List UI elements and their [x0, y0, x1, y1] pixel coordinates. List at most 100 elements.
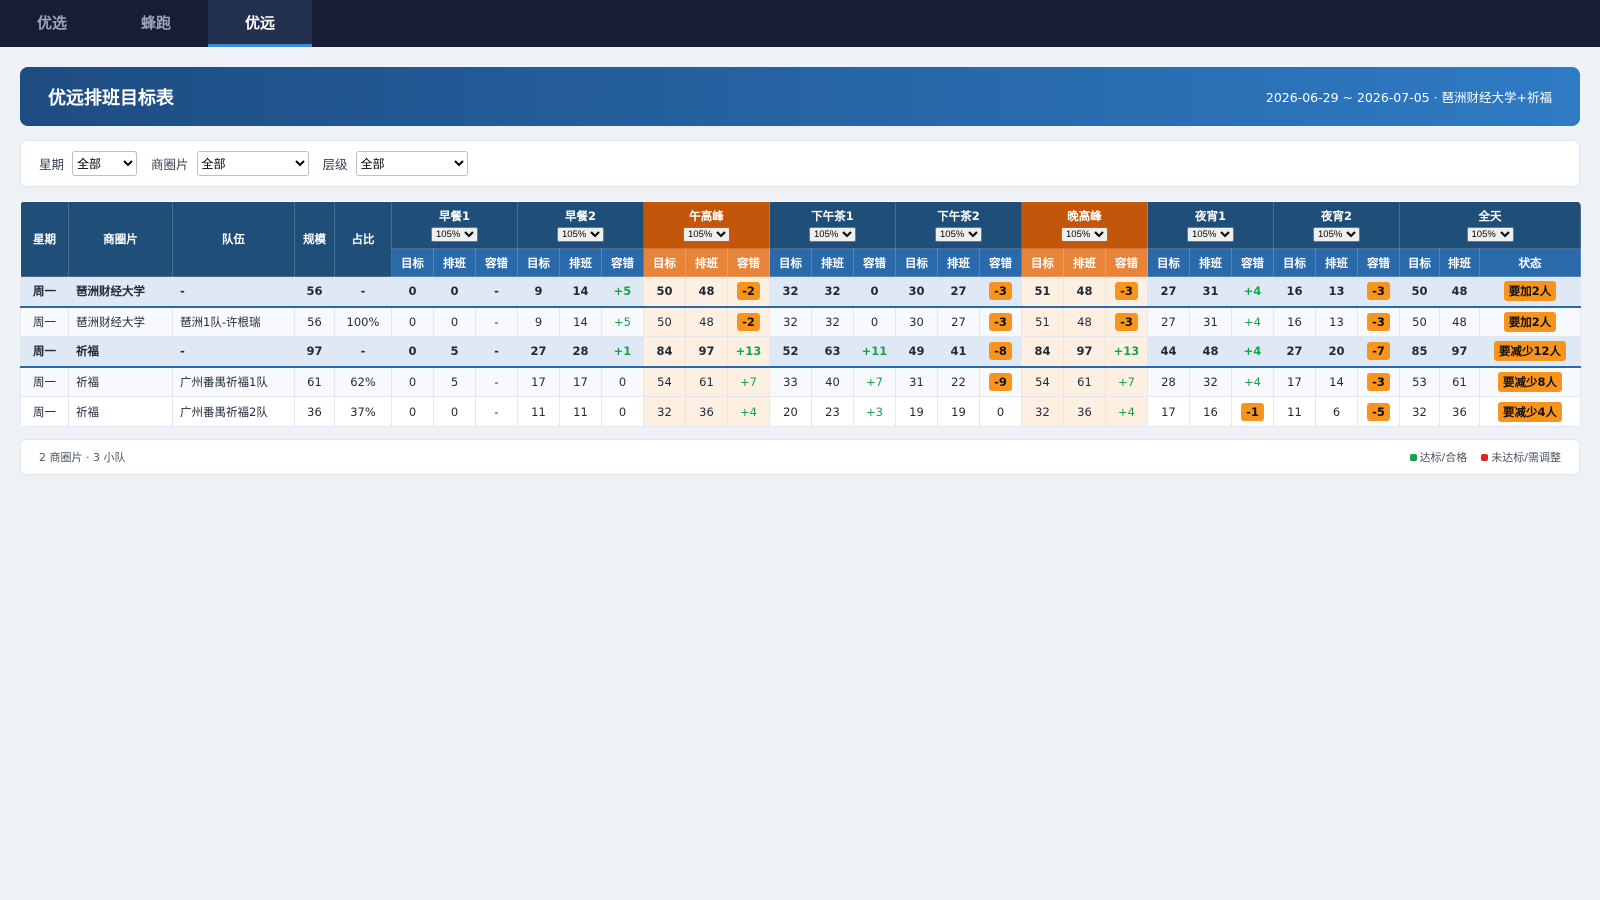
ratio-select[interactable]: 105% — [431, 227, 478, 242]
cell: 56 — [294, 276, 335, 308]
cell-text: 16 — [1286, 284, 1303, 299]
cell: 61 — [685, 366, 728, 397]
cell-text: 琶洲财经大学 — [76, 284, 145, 299]
legend-label: 达标/合格 — [1419, 451, 1468, 464]
ratio-select[interactable]: 105% — [1061, 227, 1108, 242]
cell: 27 — [1147, 306, 1190, 337]
cell-text: 56 — [307, 314, 322, 329]
cell-text: 48 — [1202, 344, 1219, 359]
group-name: 全天 — [1478, 209, 1502, 223]
cell: 56 — [294, 306, 335, 337]
cell: 48 — [1189, 336, 1232, 368]
cell: 广州番禺祈福1队 — [172, 366, 295, 397]
cell-text: 50 — [1411, 284, 1428, 299]
cell: 6 — [1315, 396, 1358, 427]
cell-text: +13 — [1113, 344, 1140, 359]
cell: 48 — [685, 276, 728, 308]
cell-text: 48 — [1077, 314, 1092, 329]
filter-label: 商圈片 — [151, 157, 189, 172]
cell: -8 — [979, 336, 1022, 368]
ratio-select[interactable]: 105% — [1313, 227, 1360, 242]
cell: 30 — [895, 306, 938, 337]
column-header: 星期 — [20, 201, 69, 277]
cell: 44 — [1147, 336, 1190, 368]
subcolumn-header: 目标 — [895, 248, 938, 277]
filter-select[interactable]: 全部 — [355, 151, 468, 176]
cell-text: 27 — [530, 344, 547, 359]
filter-select[interactable]: 全部 — [72, 151, 138, 176]
badge: -3 — [1367, 312, 1390, 331]
cell-text: +7 — [740, 374, 757, 389]
header-row: 星期 商圈片 队伍 规模 占比 早餐1 105% 早餐2 105% 午高峰 105% 下午茶1 105%… — [20, 201, 1581, 277]
cell: 20 — [1315, 336, 1358, 368]
cell-text: 50 — [657, 314, 672, 329]
cell-text: 周一 — [33, 284, 56, 299]
subcolumn-header: 排班 — [1315, 248, 1358, 277]
cell: 52 — [769, 336, 812, 368]
ratio-select[interactable]: 105% — [683, 227, 730, 242]
cell: 53 — [1399, 366, 1440, 397]
group-header: 下午茶2 105% — [895, 201, 1022, 249]
cell: 9 — [517, 276, 560, 308]
ratio-select[interactable]: 105% — [557, 227, 604, 242]
group-header: 晚高峰 105% — [1021, 201, 1148, 249]
cell: 31 — [1189, 276, 1232, 308]
cell: 要加2人 — [1479, 306, 1581, 337]
cell: 54 — [1021, 366, 1064, 397]
cell: +4 — [1105, 396, 1148, 427]
cell: 14 — [1315, 366, 1358, 397]
tab[interactable]: 优选 — [36, 13, 67, 32]
cell: 41 — [937, 336, 980, 368]
cell-text: 44 — [1160, 344, 1177, 359]
cell: 31 — [1189, 306, 1232, 337]
cell: 97 — [1063, 336, 1106, 368]
ratio-select[interactable]: 105% — [935, 227, 982, 242]
cell: 32 — [811, 306, 854, 337]
cell-text: 37% — [350, 404, 376, 419]
badge: 要加2人 — [1503, 281, 1557, 302]
ratio-select[interactable]: 105% — [809, 227, 856, 242]
badge: -3 — [1367, 282, 1390, 301]
badge: -2 — [737, 282, 760, 301]
cell: 要减少12人 — [1479, 336, 1581, 368]
tab[interactable]: 蜂跑 — [140, 13, 171, 32]
filter-select[interactable]: 全部 — [196, 151, 309, 176]
cell-text: 61 — [307, 374, 322, 389]
cell: 5 — [433, 336, 476, 368]
tab[interactable]: 优远 — [208, 0, 312, 47]
cell: -3 — [1357, 366, 1400, 397]
cell-text: 9 — [534, 284, 543, 299]
cell: 琶洲财经大学 — [68, 276, 173, 308]
cell: - — [475, 336, 518, 368]
subtitle: 2026-06-29 ~ 2026-07-05 · 琶洲财经大学+祈福 — [1265, 90, 1552, 105]
cell: 周一 — [20, 396, 69, 427]
cell-text: 22 — [951, 374, 966, 389]
cell: 50 — [1399, 276, 1440, 308]
cell-text: 52 — [782, 344, 799, 359]
cell: 11 — [517, 396, 560, 427]
cell-text: 0 — [870, 284, 879, 299]
ratio-select[interactable]: 105% — [1466, 227, 1514, 242]
subcolumn-header: 目标 — [517, 248, 560, 277]
cell-text: 0 — [408, 314, 417, 329]
cell-text: +4 — [740, 404, 757, 419]
group-header: 早餐2 105% — [517, 201, 644, 249]
ratio-select[interactable]: 105% — [1187, 227, 1234, 242]
cell-text: 5 — [450, 344, 459, 359]
cell-text: - — [360, 284, 366, 299]
cell: 0 — [433, 396, 476, 427]
filter-label: 层级 — [322, 157, 348, 172]
cell: 0 — [601, 396, 644, 427]
group-header: 夜宵2 105% — [1273, 201, 1400, 249]
cell: 32 — [1399, 396, 1440, 427]
cell-text: +4 — [1243, 284, 1262, 299]
cell: 要减少8人 — [1479, 366, 1581, 397]
cell-text: - — [494, 284, 499, 299]
cell-text: 11 — [573, 404, 588, 419]
badge: -2 — [737, 312, 760, 331]
subcolumn-header: 容错 — [475, 248, 518, 277]
cell-text: 32 — [1412, 404, 1427, 419]
cell-text: 62% — [350, 374, 376, 389]
cell-text: 31 — [1203, 314, 1218, 329]
subcolumn-header: 目标 — [1399, 248, 1440, 277]
